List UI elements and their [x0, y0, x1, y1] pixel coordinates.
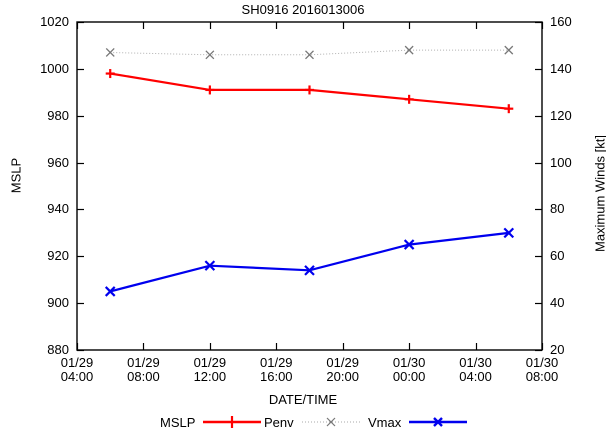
data-point-penv — [404, 45, 414, 55]
y2-ticklabel: 100 — [550, 154, 572, 170]
x-ticklabel-time: 20:00 — [326, 369, 359, 384]
x-ticklabel-time: 16:00 — [260, 369, 293, 384]
x-ticklabel-time: 04:00 — [459, 369, 492, 384]
data-point-penv — [305, 50, 314, 60]
y2-ticklabel: 40 — [550, 295, 565, 311]
x-ticklabel-time: 00:00 — [392, 369, 426, 384]
legend-swatch-vmax — [409, 417, 468, 427]
legend-label-mslp: MSLP — [160, 414, 196, 430]
data-point-vmax — [304, 265, 315, 276]
x-ticklabel-date: 01/29 — [127, 355, 160, 370]
x-axis-label: DATE/TIME — [268, 392, 338, 407]
legend-label-penv: Penv — [264, 414, 294, 430]
legend-swatch-mslp — [203, 416, 262, 428]
data-point-penv — [105, 47, 115, 57]
series-line-vmax — [109, 231, 509, 293]
data-point-penv — [504, 45, 514, 55]
data-point-penv — [205, 50, 215, 60]
data-point-mslp — [504, 104, 514, 114]
y-ticklabel: 980 — [47, 107, 69, 123]
data-point-vmax — [104, 286, 116, 297]
x-ticklabel-time: 04:00 — [60, 369, 94, 384]
y2-ticklabel: 120 — [550, 107, 572, 123]
x-ticklabel: 01/29 12:00 — [170, 356, 250, 384]
y-ticklabel: 940 — [47, 201, 69, 217]
legend-entry-penv[interactable]: Penv — [264, 412, 362, 432]
x-ticklabel: 01/29 04:00 — [37, 356, 117, 384]
data-point-vmax — [403, 239, 415, 250]
x-ticklabel: 01/30 08:00 — [502, 356, 582, 384]
y2-ticklabel: 160 — [550, 14, 572, 29]
y-ticklabel: 1020 — [40, 14, 69, 29]
x-ticklabel: 01/30 04:00 — [436, 356, 516, 384]
x-ticklabel-date: 01/29 — [326, 355, 359, 370]
legend-label-vmax: Vmax — [368, 414, 402, 430]
data-point-vmax — [204, 260, 216, 271]
plot-frame — [76, 21, 543, 351]
x-ticklabel-time: 12:00 — [193, 369, 227, 384]
chart-title: SH0916 2016013006 — [241, 2, 365, 17]
x-ticklabel-date: 01/30 — [459, 355, 492, 370]
y-ticklabel: 1000 — [40, 60, 69, 76]
x-ticklabel-date: 01/29 — [260, 355, 293, 370]
legend-swatch-penv — [301, 417, 360, 427]
y2-ticklabel: 140 — [550, 60, 572, 76]
x-ticklabel: 01/29 20:00 — [303, 356, 383, 384]
x-ticklabel: 01/29 08:00 — [103, 356, 183, 384]
x-ticklabel-time: 08:00 — [525, 369, 559, 384]
data-point-mslp — [404, 94, 414, 104]
data-point-vmax — [503, 227, 515, 239]
x-ticklabel-date: 01/29 — [60, 355, 94, 370]
y-ticklabel: 920 — [47, 248, 69, 264]
y2-ticklabel: 80 — [550, 201, 565, 217]
x-ticklabel-time: 08:00 — [127, 369, 160, 384]
x-ticklabel-date: 01/30 — [392, 355, 426, 370]
data-point-mslp — [105, 69, 115, 79]
legend-entry-vmax[interactable]: Vmax — [368, 412, 469, 432]
legend-entry-mslp[interactable]: MSLP — [160, 412, 263, 432]
data-point-mslp — [205, 85, 215, 95]
y2-ticklabel: 20 — [550, 342, 565, 357]
y2-ticklabel: 60 — [550, 248, 565, 264]
series-line-penv — [110, 49, 509, 56]
y-ticklabel: 960 — [47, 154, 69, 170]
y-ticklabel: 900 — [47, 295, 69, 311]
x-ticklabel: 01/30 00:00 — [369, 356, 449, 384]
x-ticklabel: 01/29 16:00 — [236, 356, 316, 384]
x-ticklabel-date: 01/30 — [525, 355, 559, 370]
data-point-mslp — [305, 85, 314, 95]
chart-legend: MSLP Penv Vmax — [0, 412, 606, 432]
x-ticklabel-date: 01/29 — [193, 355, 227, 370]
y-ticklabel: 880 — [47, 342, 69, 357]
